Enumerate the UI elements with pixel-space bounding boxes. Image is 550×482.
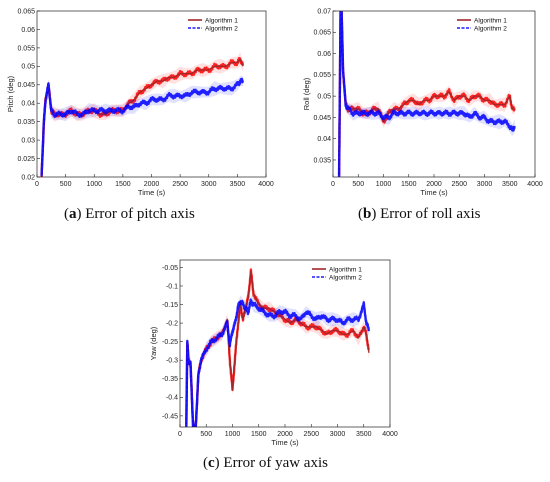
pitch-ytick-label-8: 0.06 bbox=[21, 27, 35, 34]
roll-ytick-label-7: 0.07 bbox=[317, 8, 331, 15]
roll-ytick-label-5: 0.06 bbox=[317, 51, 331, 58]
yaw-ytick-label-1: -0.4 bbox=[166, 395, 178, 402]
roll-xlabel: Time (s) bbox=[420, 188, 448, 197]
caption-yaw-letter: c bbox=[208, 455, 215, 471]
roll-xtick-label-4: 2000 bbox=[426, 181, 442, 188]
pitch-series-1-line bbox=[40, 58, 244, 177]
pitch-ytick-label-4: 0.04 bbox=[21, 101, 35, 108]
pitch-ytick-label-9: 0.065 bbox=[17, 8, 35, 15]
yaw-1-band bbox=[185, 268, 370, 427]
yaw-ytick-label-6: -0.15 bbox=[162, 302, 178, 309]
yaw-ytick-label-2: -0.35 bbox=[162, 376, 178, 383]
caption-roll-text: Error of roll axis bbox=[380, 206, 481, 222]
pitch-ytick-label-3: 0.035 bbox=[17, 119, 35, 126]
yaw-xtick-label-1: 500 bbox=[200, 431, 212, 438]
roll-xtick-label-1: 500 bbox=[352, 181, 364, 188]
yaw-xtick-label-3: 1500 bbox=[251, 431, 267, 438]
pitch-ylabel: Pitch (deg) bbox=[6, 75, 15, 112]
pitch-xtick-label-7: 3500 bbox=[230, 181, 246, 188]
yaw-xtick-label-4: 2000 bbox=[277, 431, 293, 438]
caption-roll-letter: b bbox=[363, 206, 372, 222]
yaw-ylabel: Yaw (deg) bbox=[149, 326, 158, 360]
roll-series-2-line bbox=[338, 11, 516, 177]
pitch-chart: 0 500 1000 1500 2000 2500 3000 3500 4000 0.02 0.02… bbox=[6, 8, 274, 197]
caption-roll: (b) Error of roll axis bbox=[358, 206, 481, 222]
yaw-xtick-label-0: 0 bbox=[178, 431, 182, 438]
yaw-xtick-label-2: 1000 bbox=[225, 431, 241, 438]
pitch-ytick-label-6: 0.05 bbox=[21, 64, 35, 71]
yaw-xtick-label-5: 2500 bbox=[303, 431, 319, 438]
pitch-1-spread bbox=[41, 52, 244, 177]
roll-legend-label-2: Algorithm 2 bbox=[474, 25, 507, 32]
yaw-legend-label-1: Algorithm 1 bbox=[329, 266, 362, 273]
pitch-1-band bbox=[40, 57, 244, 177]
yaw-ytick-label-4: -0.25 bbox=[162, 339, 178, 346]
yaw-xtick-label-7: 3500 bbox=[356, 431, 372, 438]
roll-xtick-label-6: 3000 bbox=[477, 181, 493, 188]
pitch-ytick-label-5: 0.045 bbox=[17, 82, 35, 89]
yaw-legend-label-2: Algorithm 2 bbox=[329, 274, 362, 281]
caption-pitch-text: Error of pitch axis bbox=[85, 206, 195, 222]
yaw-ytick-label-3: -0.3 bbox=[166, 358, 178, 365]
roll-ytick-label-6: 0.065 bbox=[313, 30, 331, 37]
roll-ylabel: Roll (deg) bbox=[302, 77, 311, 110]
roll-ytick-label-4: 0.055 bbox=[313, 72, 331, 79]
caption-pitch-letter: a bbox=[69, 206, 77, 222]
yaw-xlabel: Time (s) bbox=[271, 438, 299, 447]
yaw-ytick-label-0: -0.45 bbox=[162, 413, 178, 420]
yaw-chart: 0 500 1000 1500 2000 2500 3000 3500 4000 -0.45 -0.… bbox=[149, 259, 398, 447]
pitch-xtick-label-3: 1500 bbox=[115, 181, 131, 188]
pitch-series-2-line bbox=[40, 80, 244, 177]
pitch-xlabel: Time (s) bbox=[138, 188, 166, 197]
pitch-ytick-label-1: 0.025 bbox=[17, 156, 35, 163]
pitch-legend-label-1: Algorithm 1 bbox=[205, 17, 238, 24]
pitch-xtick-label-8: 4000 bbox=[258, 181, 274, 188]
roll-1-band bbox=[337, 11, 516, 176]
roll-xtick-label-0: 0 bbox=[331, 181, 335, 188]
yaw-series-1-line bbox=[185, 270, 370, 427]
yaw-2-spread bbox=[186, 295, 369, 427]
yaw-1-spread bbox=[186, 264, 369, 427]
roll-xtick-label-5: 2500 bbox=[451, 181, 467, 188]
pitch-xtick-label-4: 2000 bbox=[144, 181, 160, 188]
yaw-xtick-label-6: 3000 bbox=[330, 431, 346, 438]
yaw-series-2-line bbox=[185, 300, 370, 427]
yaw-plot-area bbox=[185, 264, 370, 427]
yaw-ytick-label-8: -0.05 bbox=[162, 265, 178, 272]
pitch-legend-label-2: Algorithm 2 bbox=[205, 25, 238, 32]
roll-series-1-line bbox=[338, 11, 515, 177]
roll-xtick-label-7: 3500 bbox=[502, 181, 518, 188]
pitch-ytick-label-0: 0.02 bbox=[21, 174, 35, 181]
caption-yaw: (c) Error of yaw axis bbox=[203, 455, 328, 471]
roll-plot-area bbox=[337, 11, 516, 177]
yaw-ytick-label-7: -0.1 bbox=[166, 283, 178, 290]
pitch-ytick-label-7: 0.055 bbox=[17, 45, 35, 52]
pitch-2-spread bbox=[41, 76, 244, 177]
roll-ytick-label-0: 0.035 bbox=[313, 157, 331, 164]
caption-yaw-text: Error of yaw axis bbox=[223, 455, 328, 471]
roll-xtick-label-8: 4000 bbox=[527, 181, 543, 188]
pitch-plot-area bbox=[40, 52, 244, 177]
pitch-xtick-label-0: 0 bbox=[35, 181, 39, 188]
caption-pitch: (a) Error of pitch axis bbox=[64, 206, 195, 222]
roll-ytick-label-1: 0.04 bbox=[317, 136, 331, 143]
pitch-xtick-label-2: 1000 bbox=[86, 181, 102, 188]
roll-ytick-label-2: 0.045 bbox=[313, 115, 331, 122]
pitch-ytick-label-2: 0.03 bbox=[21, 138, 35, 145]
pitch-xtick-label-5: 2500 bbox=[172, 181, 188, 188]
yaw-xtick-label-8: 4000 bbox=[382, 431, 398, 438]
roll-xtick-label-3: 1500 bbox=[401, 181, 417, 188]
roll-ytick-label-3: 0.05 bbox=[317, 94, 331, 101]
roll-xtick-label-2: 1000 bbox=[376, 181, 392, 188]
pitch-xtick-label-1: 500 bbox=[60, 181, 72, 188]
pitch-xtick-label-6: 3000 bbox=[201, 181, 217, 188]
roll-legend-label-1: Algorithm 1 bbox=[474, 17, 507, 24]
roll-chart: 0 500 1000 1500 2000 2500 3000 3500 4000 0.035 0.0… bbox=[302, 8, 543, 197]
yaw-ytick-label-5: -0.2 bbox=[166, 320, 178, 327]
